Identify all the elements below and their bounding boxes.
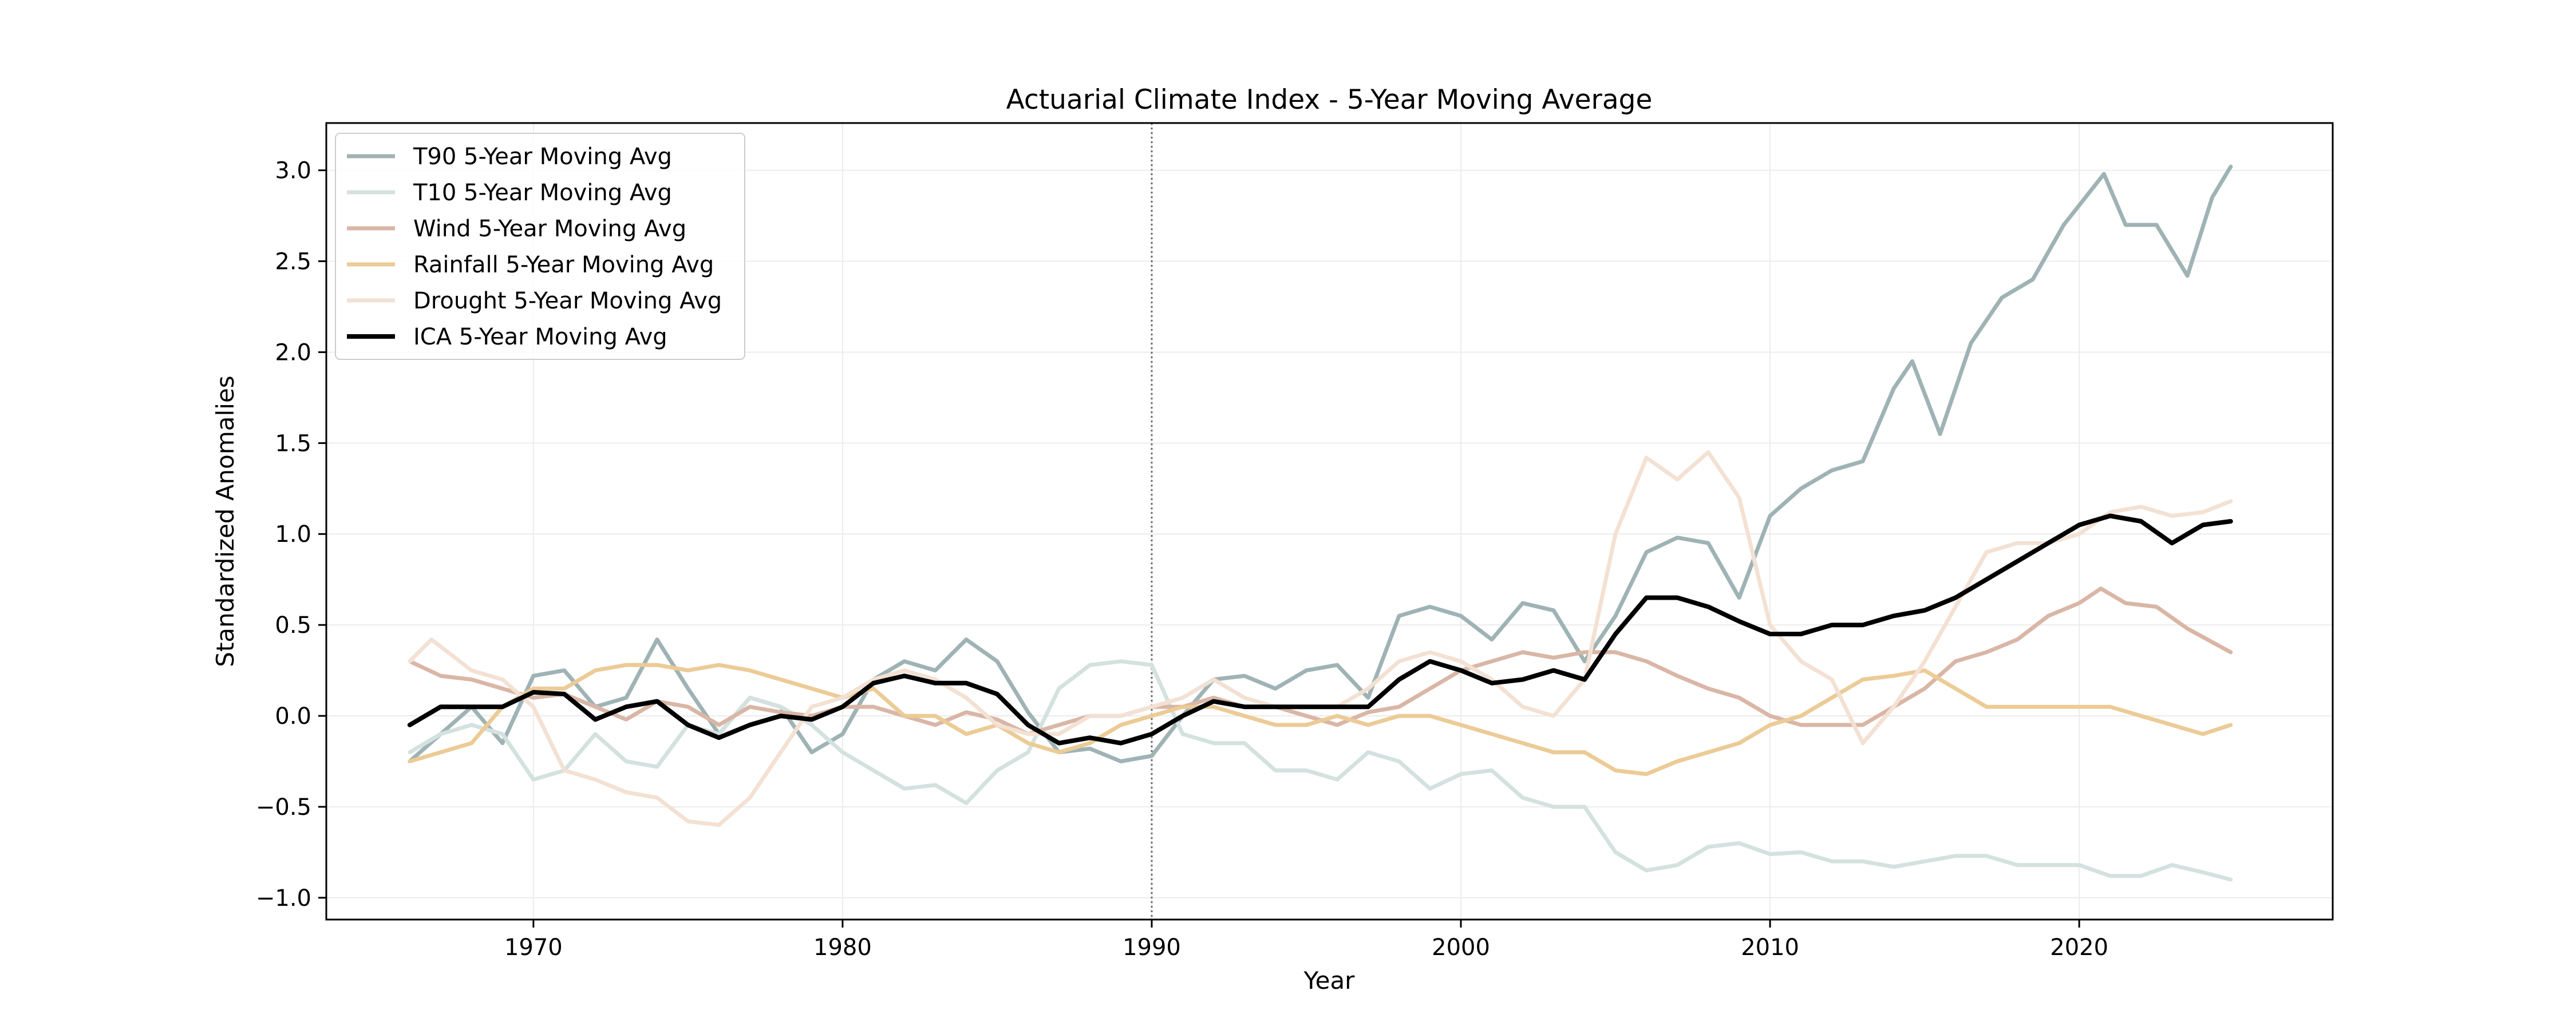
x-tick-label: 2000	[1432, 934, 1490, 961]
legend-label-3: Rainfall 5-Year Moving Avg	[413, 252, 714, 278]
y-tick-label: −1.0	[256, 885, 311, 912]
x-tick-label: 2010	[1741, 934, 1799, 961]
legend: T90 5-Year Moving Avg T10 5-Year Moving A…	[335, 133, 745, 360]
series-line-1	[408, 659, 2233, 882]
x-tick-label: 2020	[2050, 934, 2108, 961]
plot-frame	[325, 122, 2334, 921]
x-axis-label: Year	[1303, 966, 1356, 995]
legend-label-0: T90 5-Year Moving Avg	[413, 144, 672, 170]
y-axis-ticks: −1.0 −0.5 0.0 0.5 1.0 1.5 2.0 2.5 3.0	[256, 158, 326, 912]
legend-label-1: T10 5-Year Moving Avg	[413, 180, 672, 206]
y-tick-label: 3.0	[275, 158, 311, 184]
y-tick-label: 2.5	[275, 249, 311, 275]
series-line-5	[407, 513, 2233, 746]
series-layer	[407, 164, 2233, 882]
y-tick-label: 0.5	[275, 612, 311, 639]
chart-title: Actuarial Climate Index - 5-Year Moving …	[1006, 84, 1653, 116]
series-line-2	[408, 587, 2233, 736]
y-tick-label: −0.5	[256, 794, 311, 821]
x-axis-ticks: 1970 1980 1990 2000 2010 2020	[504, 920, 2108, 961]
x-tick-label: 1970	[504, 934, 563, 961]
x-tick-label: 1980	[813, 934, 872, 961]
x-tick-label: 1990	[1123, 934, 1181, 961]
y-tick-label: 2.0	[275, 339, 311, 366]
y-axis-label: Standardized Anomalies	[211, 375, 239, 667]
legend-label-5: ICA 5-Year Moving Avg	[413, 324, 667, 350]
y-tick-label: 0.0	[275, 703, 311, 730]
series-line-3	[408, 663, 2233, 777]
legend-label-4: Drought 5-Year Moving Avg	[413, 288, 722, 314]
y-tick-label: 1.0	[275, 521, 311, 548]
legend-label-2: Wind 5-Year Moving Avg	[413, 216, 686, 242]
legend-box	[335, 133, 745, 360]
y-tick-label: 1.5	[275, 430, 311, 457]
series-line-4	[408, 450, 2233, 827]
